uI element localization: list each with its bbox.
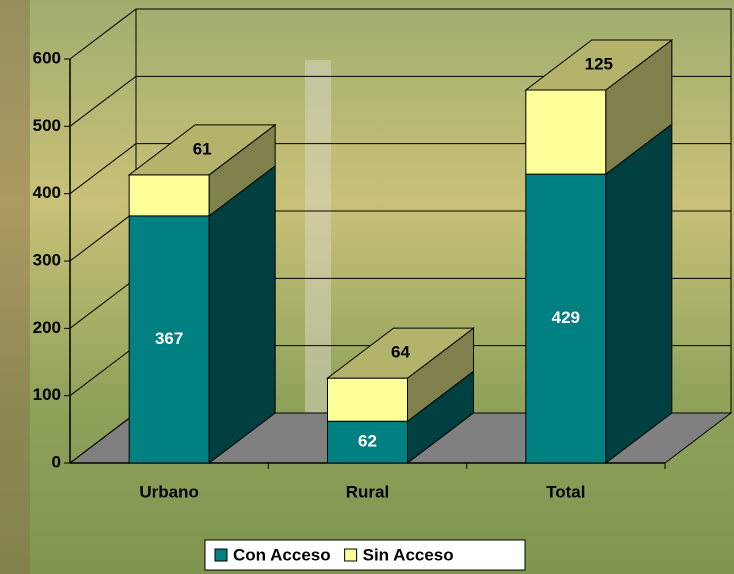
value-label: 61	[193, 139, 212, 158]
legend-label: Sin Acceso	[363, 545, 454, 564]
background-tree	[305, 60, 331, 420]
legend-marker	[345, 549, 357, 561]
y-tick-label: 600	[33, 48, 61, 67]
value-label: 64	[391, 343, 410, 362]
y-tick-label: 200	[33, 318, 61, 337]
background-tree	[0, 0, 30, 574]
value-label: 367	[155, 329, 183, 348]
value-label: 62	[358, 432, 377, 451]
x-tick-label: Urbano	[139, 482, 199, 501]
bar	[129, 175, 209, 216]
chart: 0 100 200 300 400 500 600 Urbano 367 61 Rural 62 64 T…	[0, 0, 734, 574]
y-tick-label: 100	[33, 385, 61, 404]
bar-side	[209, 166, 275, 463]
bar	[526, 90, 606, 174]
y-tick-label: 500	[33, 116, 61, 135]
legend-label: Con Acceso	[233, 545, 331, 564]
bar-side	[606, 124, 672, 463]
value-label: 125	[585, 54, 613, 73]
y-tick-label: 400	[33, 183, 61, 202]
legend-marker	[215, 549, 227, 561]
x-tick-label: Total	[546, 482, 585, 501]
y-tick-label: 300	[33, 250, 61, 269]
value-label: 429	[552, 308, 580, 327]
bar	[328, 378, 408, 421]
y-tick-label: 0	[52, 452, 61, 471]
x-tick-label: Rural	[346, 482, 389, 501]
